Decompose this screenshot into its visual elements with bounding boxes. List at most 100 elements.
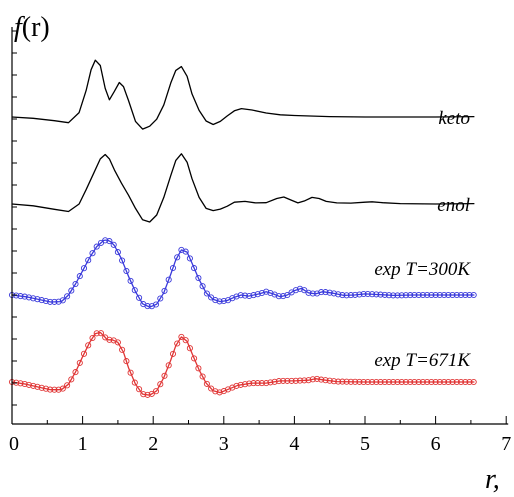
data-point: [161, 372, 168, 379]
data-point: [72, 280, 79, 288]
data-point: [136, 386, 143, 393]
data-point: [364, 378, 371, 386]
data-point: [186, 345, 193, 352]
data-point: [97, 330, 105, 337]
data-point: [271, 378, 278, 385]
data-point: [38, 297, 45, 304]
data-point: [233, 382, 240, 389]
data-point: [356, 378, 363, 385]
data-point: [360, 378, 367, 386]
data-point: [432, 291, 439, 299]
data-point: [85, 257, 92, 264]
data-point: [25, 381, 32, 388]
data-point: [136, 294, 143, 301]
data-point: [85, 342, 92, 349]
data-point: [343, 292, 350, 299]
data-point: [114, 339, 121, 346]
data-point: [165, 276, 172, 283]
data-point: [402, 292, 409, 299]
data-point: [373, 291, 380, 298]
data-point: [110, 241, 117, 248]
data-point: [462, 378, 469, 386]
data-point: [339, 378, 346, 385]
data-point: [203, 290, 210, 297]
data-point: [470, 291, 477, 299]
data-point: [280, 377, 287, 384]
data-point: [407, 378, 414, 386]
series-line-enol: [11, 153, 475, 223]
data-point: [296, 377, 304, 384]
data-point: [462, 291, 469, 299]
data-point: [301, 377, 308, 384]
series-line-exp-t-671k: [11, 331, 475, 396]
data-point: [436, 291, 443, 299]
data-point: [305, 377, 312, 384]
data-point: [144, 303, 151, 310]
data-point: [343, 378, 350, 385]
data-point: [80, 350, 88, 357]
data-point: [419, 378, 426, 386]
data-point: [241, 381, 249, 388]
data-point: [127, 369, 134, 376]
data-point: [152, 301, 160, 308]
data-point: [335, 291, 342, 298]
data-point: [280, 293, 287, 300]
data-point: [59, 297, 66, 304]
data-point: [390, 292, 397, 299]
data-point: [25, 294, 32, 301]
data-point: [208, 385, 215, 392]
data-point: [275, 293, 282, 300]
data-point: [123, 267, 130, 275]
data-point: [237, 381, 244, 388]
data-point: [55, 386, 62, 393]
data-point: [432, 378, 439, 386]
data-point: [381, 378, 388, 386]
data-point: [246, 292, 253, 300]
data-point: [123, 358, 130, 365]
data-point: [424, 378, 431, 386]
data-point: [140, 391, 147, 398]
data-point: [51, 386, 58, 393]
data-point: [30, 382, 37, 389]
data-point: [347, 378, 354, 385]
data-point: [309, 290, 316, 297]
data-point: [385, 292, 393, 299]
data-point: [335, 378, 342, 385]
data-point: [17, 380, 24, 387]
data-point: [106, 336, 113, 343]
data-point: [148, 390, 155, 397]
data-point: [199, 283, 206, 290]
data-point: [38, 384, 45, 391]
data-point: [415, 291, 422, 299]
data-point: [212, 297, 219, 304]
data-point: [326, 289, 333, 296]
data-point: [318, 289, 325, 296]
data-point: [369, 378, 376, 386]
axes-layer: [11, 27, 509, 425]
series-label: enol: [437, 195, 470, 216]
data-point: [21, 380, 28, 388]
data-point: [466, 291, 473, 299]
labels-layer: keto enol exp T=300K exp T=671K 0 1 2 3 4 5 6 7 f(r)…: [9, 12, 511, 495]
data-point: [246, 380, 253, 387]
data-point: [64, 382, 71, 389]
data-point: [208, 294, 215, 301]
data-point: [89, 250, 96, 257]
data-point: [169, 350, 177, 357]
data-point: [131, 379, 138, 386]
data-point: [216, 298, 223, 305]
data-point: [254, 380, 261, 387]
data-point: [59, 385, 66, 392]
data-point: [445, 378, 452, 386]
data-point: [453, 378, 460, 386]
data-point: [419, 291, 426, 299]
data-point: [364, 290, 371, 298]
data-point: [195, 365, 202, 372]
data-point: [305, 289, 312, 296]
data-point: [258, 380, 265, 387]
data-point: [127, 277, 134, 284]
data-point: [237, 292, 244, 299]
data-point: [30, 295, 37, 302]
data-point: [411, 378, 418, 386]
